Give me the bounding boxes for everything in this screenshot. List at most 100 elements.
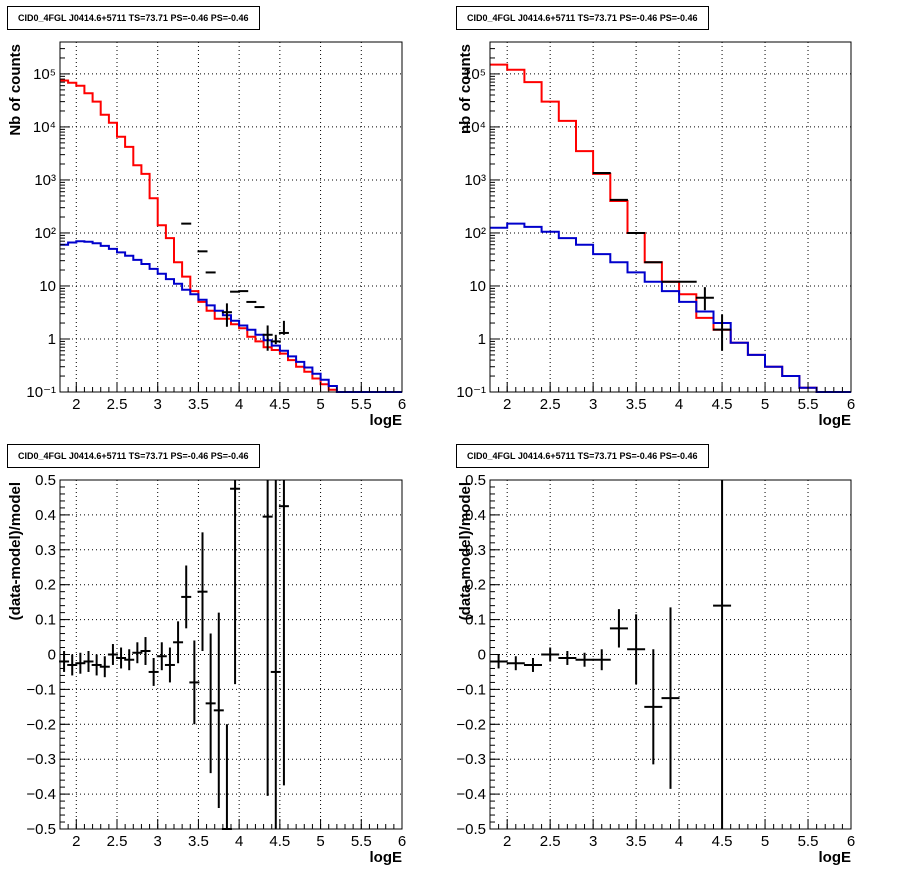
data-point <box>278 480 289 786</box>
x-tick-label: 2.5 <box>540 833 561 850</box>
plot-frame <box>59 41 403 393</box>
x-tick-label: 4.5 <box>269 833 290 850</box>
y-tick-label: 10² <box>34 225 56 242</box>
data-point <box>644 649 663 765</box>
data-point <box>230 480 241 685</box>
y-tick-label: 10⁻¹ <box>26 384 56 401</box>
y-tick-label: −0.1 <box>26 681 56 698</box>
chart-4: 2 2.5 3 3.5 4 4.5 5 5.5 6 −0.5 −0.4 −0.3 −0.2 −0.1 0 0.… <box>456 472 855 866</box>
x-tick-label: 4 <box>235 396 243 413</box>
data-point <box>132 642 143 664</box>
data-point <box>213 612 224 809</box>
x-tick-label: 2 <box>72 833 80 850</box>
y-tick-label: −0.4 <box>26 786 56 803</box>
data-point <box>278 320 289 335</box>
x-tick-label: 6 <box>398 396 406 413</box>
x-tick-label: 2.5 <box>540 396 561 413</box>
y-tick-label: 0.1 <box>465 612 486 629</box>
x-tick-label: 3 <box>589 396 597 413</box>
y-tick-label: 0.5 <box>35 472 56 489</box>
x-tick-label: 4 <box>675 833 683 850</box>
x-tick-label: 5.5 <box>798 833 819 850</box>
x-axis-label: logE <box>370 412 403 429</box>
data-point <box>75 652 86 674</box>
x-tick-label: 2 <box>503 833 511 850</box>
x-tick-label: 6 <box>847 833 855 850</box>
y-tick-label: 1 <box>48 331 56 348</box>
data-point <box>262 325 273 351</box>
y-tick-label: −0.3 <box>26 751 56 768</box>
x-tick-label: 4 <box>235 833 243 850</box>
data-point <box>541 647 560 662</box>
y-tick-label: 0.2 <box>465 577 486 594</box>
series-2-line <box>60 240 402 393</box>
data-point <box>661 607 680 789</box>
data-point <box>181 565 192 629</box>
x-tick-label: 5.5 <box>351 833 372 850</box>
x-tick-label: 4.5 <box>269 396 290 413</box>
data-point <box>116 647 127 669</box>
x-tick-label: 2 <box>72 396 80 413</box>
data-point <box>140 637 151 665</box>
y-tick-label: 10 <box>39 278 56 295</box>
y-tick-label: 10² <box>464 225 486 242</box>
x-tick-label: 5.5 <box>351 396 372 413</box>
y-tick-label: −0.5 <box>26 821 56 838</box>
y-tick-label: 0.5 <box>465 472 486 489</box>
series-1-line <box>60 79 402 393</box>
y-tick-label: 0.4 <box>35 507 56 524</box>
y-tick-label: 10⁵ <box>463 66 486 83</box>
data-point <box>558 651 577 665</box>
y-axis-label: (data-model)/model <box>7 482 24 620</box>
x-tick-label: 3 <box>154 833 162 850</box>
data-point <box>197 532 208 652</box>
y-tick-label: 10³ <box>464 172 486 189</box>
plot-title-1: CID0_4FGL J0414.6+5711 TS=73.71 PS=-0.46… <box>7 6 260 30</box>
y-tick-label: −0.3 <box>456 751 486 768</box>
y-tick-label: 10⁴ <box>463 119 486 136</box>
data-point <box>173 621 184 664</box>
plot-title-3: CID0_4FGL J0414.6+5711 TS=73.71 PS=-0.46… <box>7 444 260 468</box>
data-point <box>99 656 110 678</box>
y-tick-label: 10 <box>469 278 486 295</box>
y-tick-label: 10⁵ <box>33 66 56 83</box>
data-point <box>156 642 167 671</box>
data-point <box>523 657 542 672</box>
chart-2: 2 2.5 3 3.5 4 4.5 5 5.5 6 10⁻¹ 1 10 10² 10³ 10⁴ 10⁵ logE… <box>456 41 855 429</box>
x-tick-label: 5 <box>316 833 324 850</box>
y-tick-label: −0.5 <box>456 821 486 838</box>
x-axis-label: logE <box>819 412 852 429</box>
plot-title-2: CID0_4FGL J0414.6+5711 TS=73.71 PS=-0.46… <box>456 6 709 30</box>
data-point <box>189 640 200 725</box>
plot-title-4: CID0_4FGL J0414.6+5711 TS=73.71 PS=-0.46… <box>456 444 709 468</box>
y-tick-label: 10⁻¹ <box>456 384 486 401</box>
y-tick-label: 0.3 <box>465 542 486 559</box>
x-tick-label: 4 <box>675 396 683 413</box>
data-point <box>262 480 273 796</box>
data-point <box>506 656 525 671</box>
y-tick-label: 0.1 <box>35 612 56 629</box>
y-tick-label: 10⁴ <box>33 119 56 136</box>
chart-1: 2 2.5 3 3.5 4 4.5 5 5.5 6 10⁻¹ 1 10 10² 10³ 10⁴ 10⁵ logE… <box>7 41 406 429</box>
x-tick-label: 3.5 <box>626 396 647 413</box>
x-tick-label: 3.5 <box>188 396 209 413</box>
data-point <box>713 314 732 351</box>
y-tick-label: 0 <box>478 647 486 664</box>
x-tick-label: 2.5 <box>107 396 128 413</box>
chart-3: 2 2.5 3 3.5 4 4.5 5 5.5 6 −0.5 −0.4 −0.3 −0.2 −0.1 0 0.… <box>7 472 406 866</box>
x-tick-label: 3.5 <box>626 833 647 850</box>
x-tick-label: 3.5 <box>188 833 209 850</box>
x-tick-label: 4.5 <box>712 396 733 413</box>
x-tick-label: 3 <box>589 833 597 850</box>
data-point <box>713 480 732 829</box>
data-point <box>83 651 94 672</box>
data-point <box>124 649 135 671</box>
y-axis-label: nb of counts <box>457 44 474 134</box>
data-point <box>67 654 78 676</box>
data-point <box>107 644 118 665</box>
x-tick-label: 2 <box>503 396 511 413</box>
y-tick-label: 0.4 <box>465 507 486 524</box>
y-tick-label: −0.2 <box>26 716 56 733</box>
x-tick-label: 6 <box>398 833 406 850</box>
